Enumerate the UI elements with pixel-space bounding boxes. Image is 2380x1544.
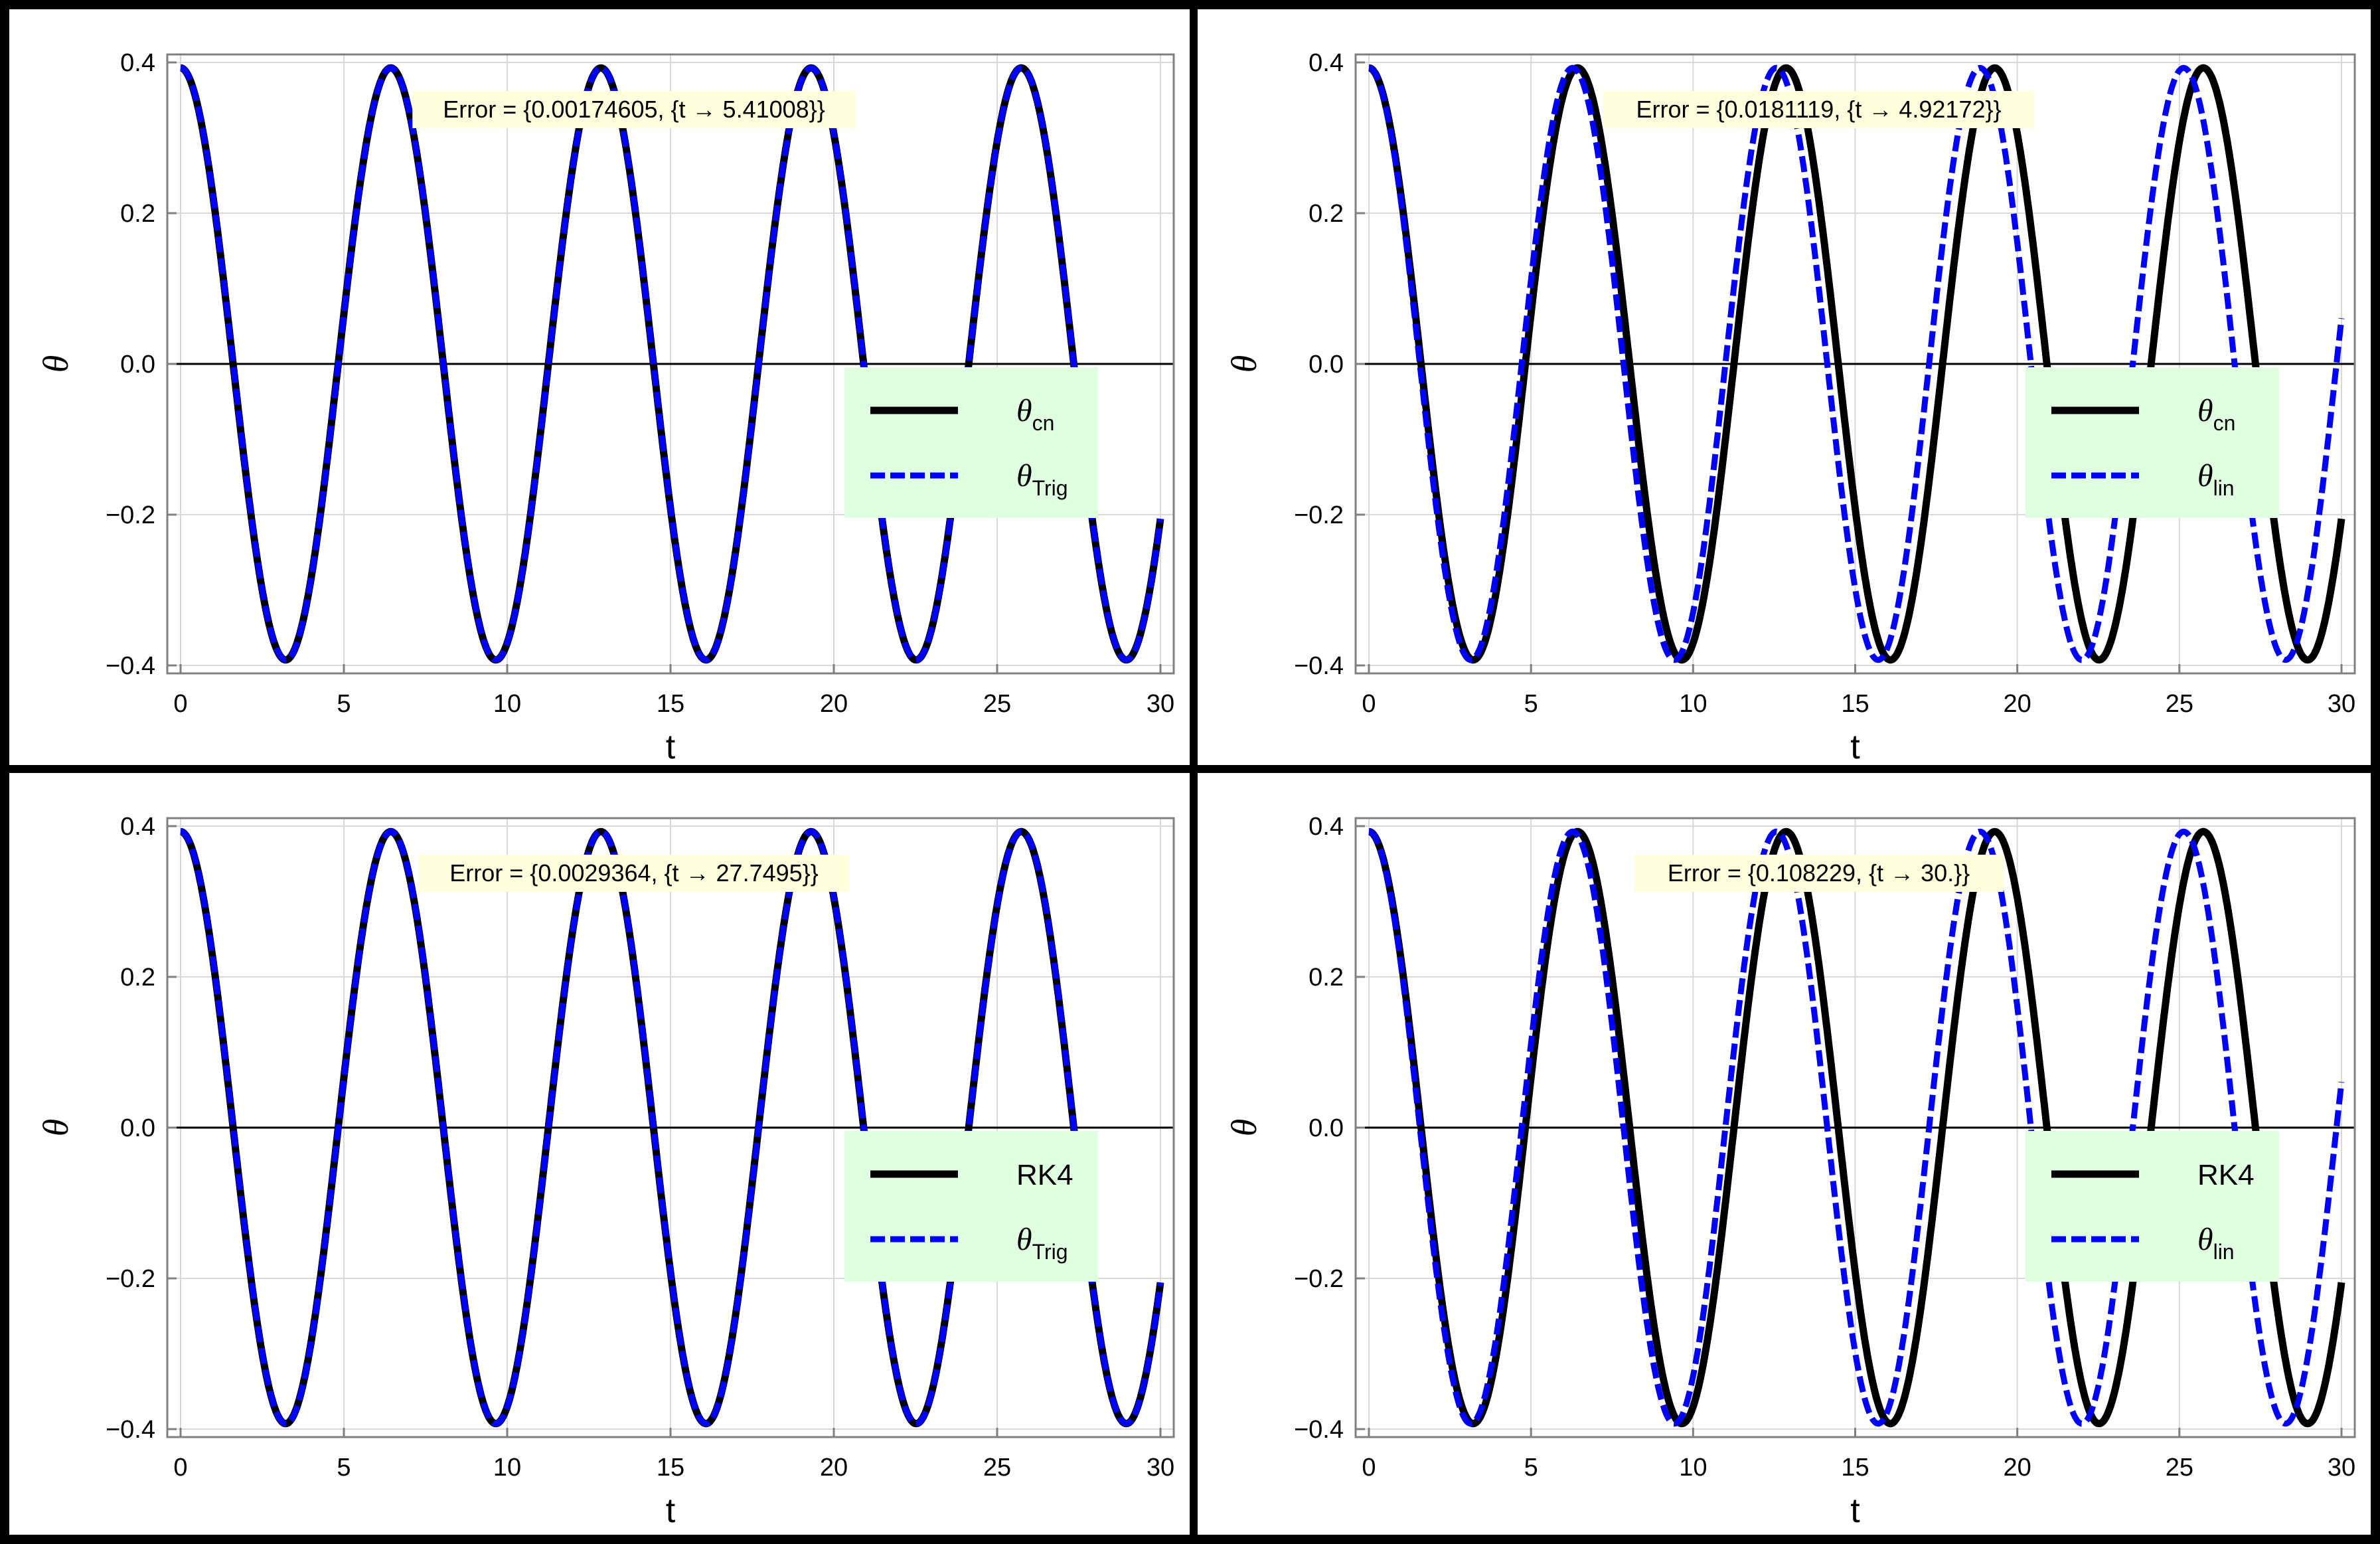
legend-label-sub: lin bbox=[2213, 1240, 2235, 1264]
legend-box bbox=[2026, 1132, 2278, 1281]
y-axis-label: θ bbox=[36, 1119, 76, 1137]
x-tick-label: 10 bbox=[493, 690, 521, 718]
y-tick-label: −0.4 bbox=[106, 1416, 155, 1444]
x-tick-label: 5 bbox=[1524, 1454, 1538, 1482]
legend-label-base: θ bbox=[2197, 1222, 2213, 1257]
x-tick-label: 20 bbox=[820, 690, 848, 718]
y-tick-label: 0.4 bbox=[1309, 813, 1344, 841]
x-tick-label: 15 bbox=[657, 690, 684, 718]
error-annotation: Error = {0.108229, {t → 30.}} bbox=[1634, 855, 2004, 892]
y-tick-label: 0.2 bbox=[1309, 964, 1344, 991]
chart-panel-top-left: 0 5 10 15 20 25 30 −0.4 −0.2 0.0 0.2 0.4 t θ Error = {… bbox=[9, 9, 1198, 773]
chart-svg: 0 5 10 15 20 25 30 −0.4 −0.2 0.0 0.2 0.4 t θ Error = {… bbox=[1198, 773, 2371, 1535]
x-tick-label: 5 bbox=[1524, 690, 1538, 718]
x-tick-label: 15 bbox=[657, 1454, 684, 1482]
y-tick-label: 0.4 bbox=[120, 49, 155, 77]
x-tick-label: 30 bbox=[1147, 1454, 1174, 1482]
legend-label-base: θ bbox=[2197, 458, 2213, 493]
error-annotation: Error = {0.0181119, {t → 4.92172}} bbox=[1603, 91, 2034, 128]
legend-label-sub: Trig bbox=[1032, 1240, 1068, 1264]
legend-label-base: θ bbox=[1016, 393, 1032, 428]
error-annotation-text: Error = {0.00174605, {t → 5.41008}} bbox=[443, 96, 825, 123]
y-tick-label: 0.0 bbox=[120, 1114, 155, 1142]
legend-label-sub: lin bbox=[2213, 476, 2235, 500]
x-tick-label: 30 bbox=[1147, 690, 1174, 718]
y-tick-label: 0.0 bbox=[120, 351, 155, 379]
y-tick-label: 0.4 bbox=[1309, 49, 1344, 77]
x-tick-label: 5 bbox=[337, 690, 351, 718]
legend-label-sub: Trig bbox=[1032, 476, 1068, 500]
x-tick-label: 20 bbox=[820, 1454, 848, 1482]
x-axis-label: t bbox=[1850, 728, 1860, 765]
chart-panel-top-right: 0 5 10 15 20 25 30 −0.4 −0.2 0.0 0.2 0.4 t θ Error = {… bbox=[1198, 9, 2371, 773]
legend: RK4 θTrig bbox=[845, 1132, 1097, 1281]
chart-svg: 0 5 10 15 20 25 30 −0.4 −0.2 0.0 0.2 0.4 t θ Error = {… bbox=[9, 9, 1190, 765]
error-annotation-text: Error = {0.0029364, {t → 27.7495}} bbox=[449, 859, 818, 887]
x-tick-label: 0 bbox=[1362, 1454, 1376, 1482]
x-tick-label: 0 bbox=[173, 1454, 187, 1482]
legend-label-base: θ bbox=[1016, 458, 1032, 493]
chart-panel-bottom-left: 0 5 10 15 20 25 30 −0.4 −0.2 0.0 0.2 0.4 t θ Error = {… bbox=[9, 773, 1198, 1535]
x-tick-label: 15 bbox=[1841, 1454, 1869, 1482]
x-tick-label: 25 bbox=[2166, 1454, 2193, 1482]
x-tick-label: 5 bbox=[337, 1454, 351, 1482]
y-tick-label: −0.2 bbox=[1294, 501, 1344, 529]
x-axis-label: t bbox=[666, 728, 676, 765]
legend-label-base: θ bbox=[1016, 1222, 1032, 1257]
y-tick-label: 0.4 bbox=[120, 813, 155, 841]
x-tick-label: 25 bbox=[2166, 690, 2193, 718]
y-tick-label: −0.4 bbox=[106, 652, 155, 680]
x-axis-label: t bbox=[666, 1492, 676, 1530]
x-tick-label: 20 bbox=[2004, 690, 2031, 718]
y-tick-label: −0.4 bbox=[1294, 652, 1344, 680]
y-tick-label: −0.2 bbox=[106, 1265, 155, 1293]
x-tick-label: 10 bbox=[1679, 1454, 1707, 1482]
chart-panel-bottom-right: 0 5 10 15 20 25 30 −0.4 −0.2 0.0 0.2 0.4 t θ Error = {… bbox=[1198, 773, 2371, 1535]
chart-svg: 0 5 10 15 20 25 30 −0.4 −0.2 0.0 0.2 0.4 t θ Error = {… bbox=[1198, 9, 2371, 765]
chart-svg: 0 5 10 15 20 25 30 −0.4 −0.2 0.0 0.2 0.4 t θ Error = {… bbox=[9, 773, 1190, 1535]
x-tick-label: 25 bbox=[983, 690, 1011, 718]
y-axis-label: θ bbox=[1224, 1119, 1264, 1137]
error-annotation: Error = {0.00174605, {t → 5.41008}} bbox=[412, 91, 856, 128]
y-tick-label: 0.0 bbox=[1309, 351, 1344, 379]
error-annotation-text: Error = {0.108229, {t → 30.}} bbox=[1668, 859, 1970, 887]
legend-label-sub: cn bbox=[2213, 411, 2236, 435]
legend-box bbox=[2026, 368, 2278, 517]
x-axis-label: t bbox=[1850, 1492, 1860, 1530]
y-axis-label: θ bbox=[36, 355, 76, 373]
x-tick-label: 10 bbox=[1679, 690, 1707, 718]
y-tick-label: −0.4 bbox=[1294, 1416, 1344, 1444]
x-tick-label: 20 bbox=[2004, 1454, 2031, 1482]
y-axis-label: θ bbox=[1224, 355, 1264, 373]
y-tick-label: −0.2 bbox=[106, 501, 155, 529]
legend-label-sub: cn bbox=[1032, 411, 1055, 435]
error-annotation-text: Error = {0.0181119, {t → 4.92172}} bbox=[1636, 96, 2001, 123]
x-tick-label: 0 bbox=[1362, 690, 1376, 718]
y-tick-label: 0.0 bbox=[1309, 1114, 1344, 1142]
x-tick-label: 0 bbox=[173, 690, 187, 718]
error-annotation: Error = {0.0029364, {t → 27.7495}} bbox=[419, 855, 850, 892]
x-tick-label: 30 bbox=[2328, 690, 2355, 718]
y-tick-label: 0.2 bbox=[120, 200, 155, 228]
legend: RK4 θlin bbox=[2026, 1132, 2278, 1281]
y-tick-label: −0.2 bbox=[1294, 1265, 1344, 1293]
legend-label-base: θ bbox=[2197, 393, 2213, 428]
x-tick-label: 25 bbox=[983, 1454, 1011, 1482]
y-tick-label: 0.2 bbox=[1309, 200, 1344, 228]
x-tick-label: 30 bbox=[2328, 1454, 2355, 1482]
x-tick-label: 15 bbox=[1841, 690, 1869, 718]
x-tick-label: 10 bbox=[493, 1454, 521, 1482]
legend-label: RK4 bbox=[2197, 1159, 2255, 1191]
y-tick-label: 0.2 bbox=[120, 964, 155, 991]
legend-label: RK4 bbox=[1016, 1159, 1073, 1191]
